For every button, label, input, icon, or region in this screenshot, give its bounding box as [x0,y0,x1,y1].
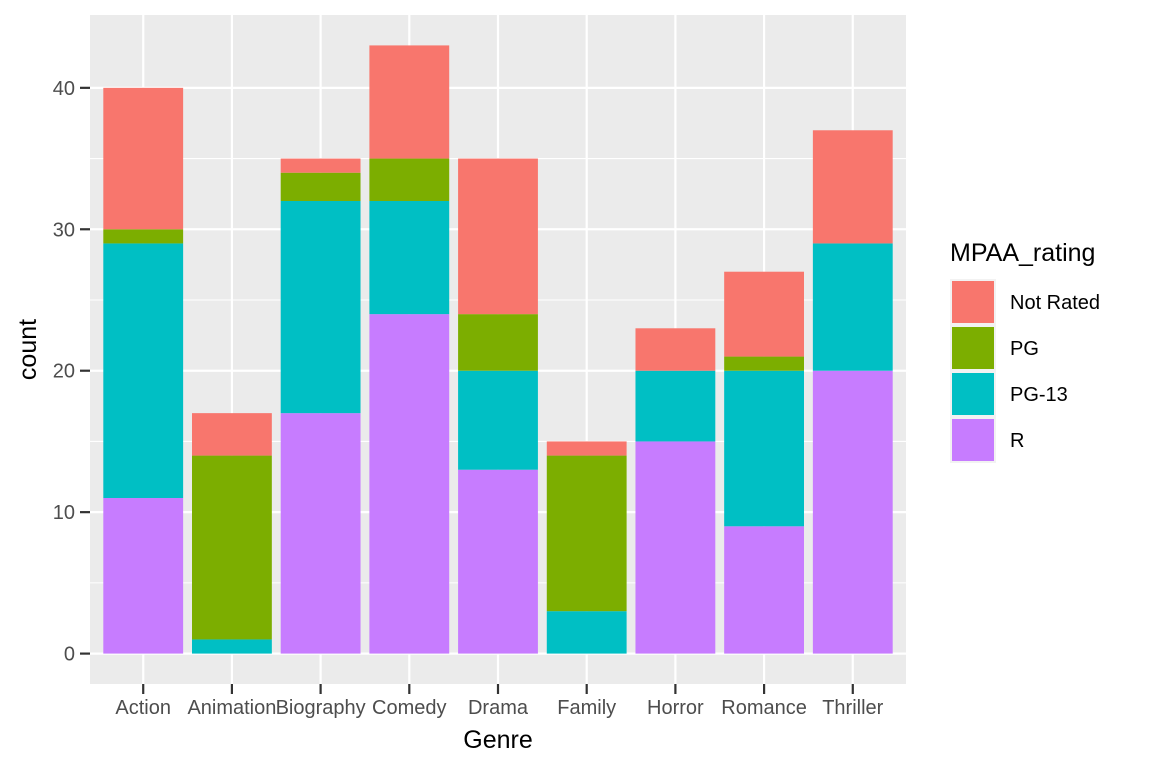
bar-segment-horror-pg-13 [635,370,716,442]
legend-swatch-pg-13 [952,373,994,415]
y-tick-label: 0 [64,644,75,666]
x-tick-label: Biography [276,697,366,719]
legend-swatch-pg [952,327,994,369]
x-tick-label: Comedy [372,697,446,719]
bar-segment-thriller-r [812,370,893,654]
bar-segment-comedy-pg [369,158,450,201]
x-tick-label: Horror [647,697,704,719]
bar-segment-romance-pg [724,356,804,371]
legend-swatch-not-rated [952,281,994,323]
y-axis-title: count [14,319,42,380]
bar-segment-animation-pg [192,455,272,640]
axes: 0 10 20 30 40 Action Animation Biography Comedy D… [53,78,884,719]
x-axis-title: Genre [463,726,532,754]
x-tick-label: Romance [721,697,807,719]
bar-segment-comedy-r [369,314,450,654]
x-tick-label: Drama [468,697,529,719]
legend-label-r: R [1010,430,1024,452]
x-tick-label: Action [115,697,171,719]
legend-title: MPAA_rating [950,239,1095,267]
bar-segment-thriller-not-rated [812,130,893,244]
bar-segment-action-not-rated [103,87,184,230]
bar-segment-comedy-not-rated [369,45,450,159]
bar-segment-thriller-pg-13 [812,243,893,371]
legend-label-not-rated: Not Rated [1010,292,1100,314]
bar-segment-animation-pg-13 [192,639,272,654]
x-tick-label: Family [557,697,616,719]
bar-segment-family-not-rated [546,441,627,456]
bar-segment-biography-not-rated [280,158,361,173]
bar-segment-action-r [103,498,184,654]
bar-segment-drama-r [458,469,538,654]
bar-segment-drama-not-rated [458,158,538,315]
x-tick-label: Thriller [822,697,883,719]
bar-segment-horror-not-rated [635,328,716,371]
y-tick-label: 30 [53,219,75,241]
legend-label-pg-13: PG-13 [1010,384,1068,406]
bar-segment-biography-pg [280,172,361,201]
bar-segment-horror-r [635,441,716,654]
x-tick-label: Animation [187,697,276,719]
bar-segment-biography-r [280,413,361,654]
bar-segment-comedy-pg-13 [369,200,450,315]
legend-label-pg: PG [1010,338,1039,360]
legend-swatch-r [952,419,994,461]
bar-segment-romance-pg-13 [724,370,804,527]
bar-segment-drama-pg-13 [458,370,538,470]
bar-segment-romance-r [724,526,804,654]
bar-segment-family-pg-13 [546,611,627,654]
bar-segment-romance-not-rated [724,271,804,357]
bars [103,45,893,654]
bar-segment-animation-not-rated [192,413,272,456]
bar-segment-family-pg [546,455,627,612]
bar-segment-biography-pg-13 [280,200,361,414]
y-tick-label: 20 [53,361,75,383]
bar-segment-drama-pg [458,314,538,371]
bar-segment-action-pg [103,229,184,244]
y-tick-label: 40 [53,78,75,100]
y-tick-label: 10 [53,502,75,524]
bar-segment-action-pg-13 [103,243,184,499]
legend: MPAA_rating Not Rated PG PG-13 R [950,239,1100,463]
